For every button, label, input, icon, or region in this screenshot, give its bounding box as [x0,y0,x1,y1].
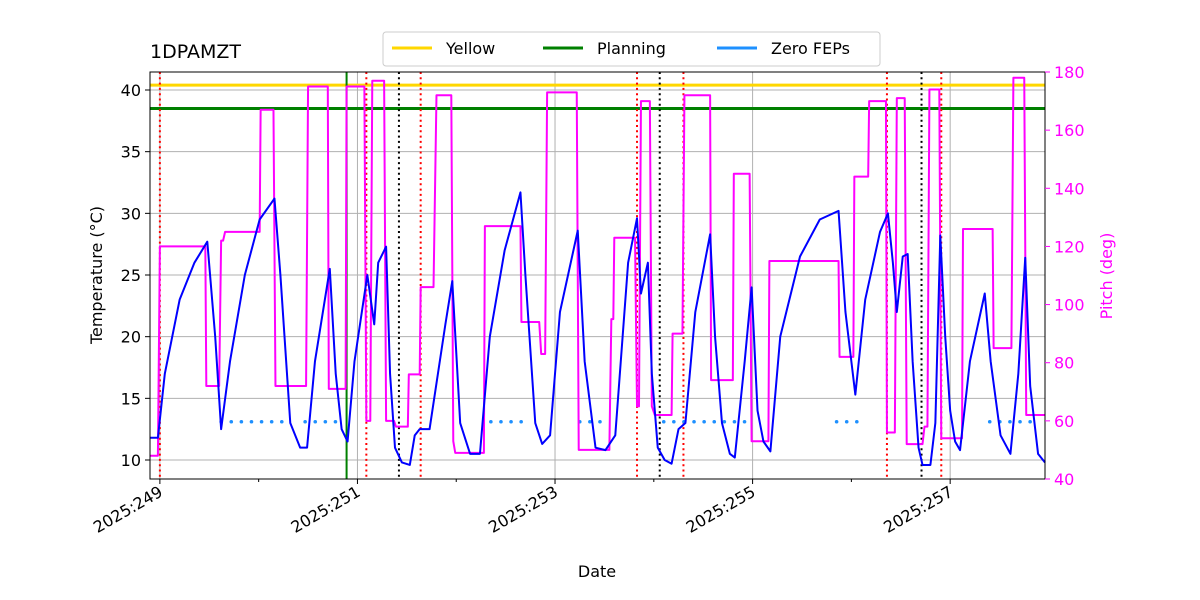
y2-tick-label: 160 [1054,121,1085,140]
y2-tick-label: 180 [1054,63,1085,82]
temperature-line [150,191,1046,466]
y-tick-label: 30 [121,204,141,223]
y2-tick-label: 40 [1054,470,1074,489]
y-tick-label: 25 [121,266,141,285]
y2-tick-label: 60 [1054,412,1074,431]
y-tick-label: 35 [121,143,141,162]
y2-axis-label: Pitch (deg) [1097,233,1116,320]
legend-label: Planning [597,39,666,58]
y2-tick-label: 100 [1054,296,1085,315]
legend-label: Zero FEPs [771,39,850,58]
pitch-line [150,76,1045,457]
chart-title: 1DPAMZT [150,41,241,63]
legend: Yellow Planning Zero FEPs [382,31,881,67]
y-tick-label: 20 [121,328,141,347]
y-tick-label: 10 [121,451,141,470]
y2-tick-label: 120 [1054,237,1085,256]
y-tick-label: 40 [121,81,141,100]
legend-box [382,31,881,67]
y2-tick-label: 140 [1054,179,1085,198]
x-axis-label: Date [578,562,616,581]
y-tick-label: 15 [121,389,141,408]
y-axis-label: Temperature (°C) [87,206,106,345]
plot-area [150,72,1046,479]
legend-label: Yellow [445,39,495,58]
y2-tick-label: 80 [1054,354,1074,373]
